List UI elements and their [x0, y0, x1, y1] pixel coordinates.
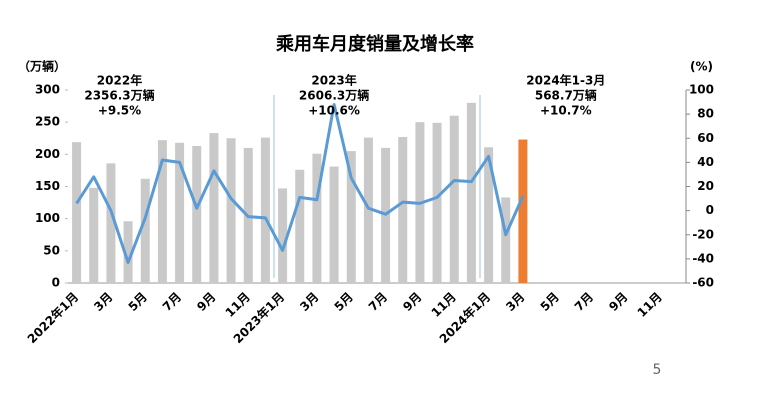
bar [295, 169, 305, 283]
bar [329, 166, 339, 283]
bar [466, 102, 476, 283]
annotation: +10.7% [540, 104, 592, 118]
annotation: +9.5% [98, 104, 141, 118]
x-tick-label: 5月 [126, 290, 150, 314]
annotation: +10.6% [308, 104, 360, 118]
x-tick-label: 2022年1月 [24, 289, 81, 346]
bar [312, 153, 322, 283]
y2-tick-label: -60 [692, 276, 714, 290]
bar [89, 187, 99, 283]
bar [175, 142, 185, 283]
x-tick-label: 9月 [606, 290, 630, 314]
bar [501, 197, 511, 283]
x-tick-label: 7月 [160, 290, 184, 314]
x-tick-label: 7月 [572, 290, 596, 314]
bar [140, 178, 150, 283]
x-tick-label: 11月 [223, 290, 253, 320]
annotation: 2356.3万辆 [84, 88, 154, 103]
y-tick-label: 150 [35, 179, 60, 193]
y2-tick-label: 100 [689, 83, 714, 97]
line [75, 102, 525, 264]
bar [449, 115, 459, 283]
x-tick-label: 7月 [366, 290, 390, 314]
y2-tick-label: 0 [706, 203, 714, 217]
annotation: 2023年 [311, 73, 356, 88]
x-tick-label: 9月 [400, 290, 424, 314]
bar [157, 140, 167, 283]
bar [278, 188, 288, 283]
bar [260, 137, 270, 283]
y-axis-label: （万辆） [18, 59, 66, 74]
bar [106, 163, 116, 283]
y-tick-label: 50 [43, 243, 60, 257]
x-tick-label: 3月 [503, 290, 527, 314]
bar [518, 139, 528, 283]
x-tick-label: 9月 [194, 290, 218, 314]
x-tick-label: 11月 [635, 290, 665, 320]
x-tick-label: 5月 [538, 290, 562, 314]
bar [123, 221, 133, 283]
y-tick-label: 0 [52, 276, 60, 290]
bar [226, 138, 236, 283]
bar [346, 151, 356, 283]
annotation: 2024年1-3月 [526, 73, 605, 88]
y2-tick-label: 20 [697, 179, 714, 193]
y2-tick-label: 60 [697, 131, 714, 145]
bar [209, 133, 219, 283]
bar [398, 136, 408, 283]
y2-tick-label: 80 [697, 107, 714, 121]
x-tick-label: 5月 [332, 290, 356, 314]
y-tick-label: 300 [35, 83, 60, 97]
annotation: 568.7万辆 [535, 88, 597, 103]
bar [72, 142, 82, 283]
bar [432, 122, 442, 283]
y2-axis-label: (%) [690, 60, 713, 74]
bar [484, 147, 494, 283]
annotation: 2022年 [97, 73, 142, 88]
y-tick-label: 200 [35, 147, 60, 161]
y-tick-label: 250 [35, 115, 60, 129]
bar [363, 137, 373, 283]
y2-tick-label: -40 [692, 251, 714, 265]
annotation: 2606.3万辆 [299, 88, 369, 103]
x-tick-label: 11月 [429, 290, 459, 320]
bar [192, 145, 202, 283]
x-tick-label: 3月 [91, 290, 115, 314]
x-tick-label: 3月 [297, 290, 321, 314]
chart-title: 乘用车月度销量及增长率 [275, 33, 474, 55]
y2-tick-label: 40 [697, 155, 714, 169]
page-number: 5 [653, 362, 662, 378]
y-tick-label: 100 [35, 211, 60, 225]
y2-tick-label: -20 [692, 227, 714, 241]
